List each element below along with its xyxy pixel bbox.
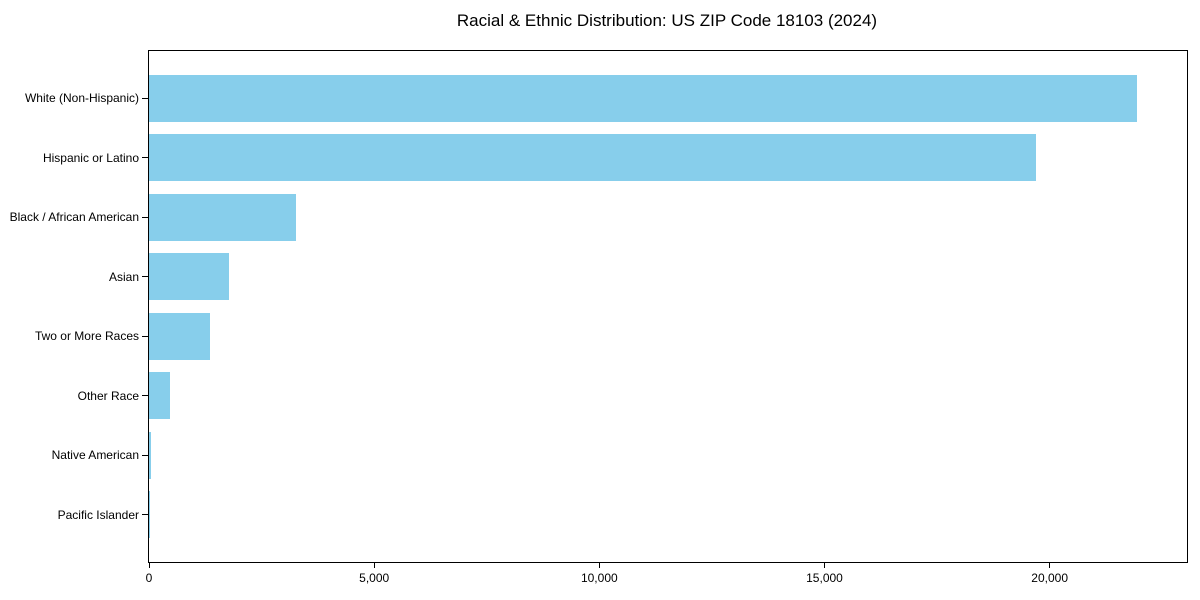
x-axis-tick-mark xyxy=(373,563,375,568)
bar xyxy=(149,491,150,538)
x-axis-tick-mark xyxy=(148,563,150,568)
y-axis-tick-mark xyxy=(142,335,148,337)
bar xyxy=(149,74,1138,122)
y-axis-tick-mark xyxy=(142,454,148,456)
bar xyxy=(149,372,171,419)
bar xyxy=(149,431,151,479)
bar xyxy=(149,134,1037,181)
x-axis-tick-mark xyxy=(823,563,825,568)
x-axis-tick-label: 20,000 xyxy=(1031,571,1068,585)
y-axis-tick-label: Hispanic or Latino xyxy=(42,150,139,165)
x-axis-tick-label: 15,000 xyxy=(806,571,843,585)
y-axis-tick-mark xyxy=(142,514,148,515)
y-axis-tick-mark xyxy=(142,276,148,277)
x-axis-tick-mark xyxy=(598,563,600,568)
y-axis-tick-label: Pacific Islander xyxy=(57,507,139,522)
x-axis-tick-mark xyxy=(1049,563,1051,568)
y-axis-tick-label: Native American xyxy=(51,448,139,462)
y-axis-tick-label: Black / African American xyxy=(9,210,139,224)
y-axis-tick-mark xyxy=(142,395,148,396)
y-axis-tick-label: Two or More Races xyxy=(34,329,139,343)
chart-title: Racial & Ethnic Distribution: US ZIP Cod… xyxy=(456,11,878,30)
x-axis-tick-label: 0 xyxy=(145,571,153,585)
y-axis-tick-mark xyxy=(142,157,148,158)
y-axis-tick-mark xyxy=(142,216,148,218)
y-axis-tick-label: White (Non-Hispanic) xyxy=(24,91,139,105)
y-axis-tick-mark xyxy=(142,97,148,99)
y-axis-tick-label: Other Race xyxy=(77,388,139,403)
plot-area: White (Non-Hispanic) Hispanic or Latino Bl… xyxy=(10,50,1188,585)
bar xyxy=(149,312,211,360)
x-axis-tick-label: 5,000 xyxy=(359,571,390,585)
y-axis-tick-label: Asian xyxy=(108,269,139,284)
bar xyxy=(149,193,297,241)
x-axis-tick-label: 10,000 xyxy=(580,571,618,585)
bar xyxy=(149,253,229,300)
